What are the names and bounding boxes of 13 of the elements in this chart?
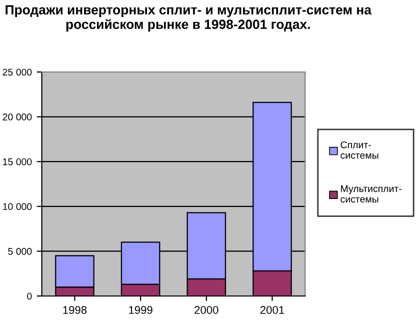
y-tick-label: 0 — [27, 292, 32, 300]
chart-title: Продажи инверторных сплит- и мультисплит-систем на российском рынке в 1998-2001 годах. — [6, 5, 372, 32]
x-tick-label: 2000 — [194, 306, 218, 314]
legend-label: Сплит-системы — [340, 141, 378, 159]
y-tick-label: 15 000 — [3, 158, 32, 166]
y-tick-label: 5 000 — [8, 248, 32, 255]
x-tick-label: 1999 — [129, 306, 152, 314]
y-tick-label: 20 000 — [2, 114, 32, 120]
y-tick-label: 10 000 — [3, 203, 32, 210]
x-tick-label: 1998 — [63, 306, 87, 314]
legend-label: Мультисплит-системы — [340, 185, 402, 203]
x-tick-label: 2001 — [260, 306, 284, 314]
y-tick-label: 25 000 — [2, 68, 32, 76]
